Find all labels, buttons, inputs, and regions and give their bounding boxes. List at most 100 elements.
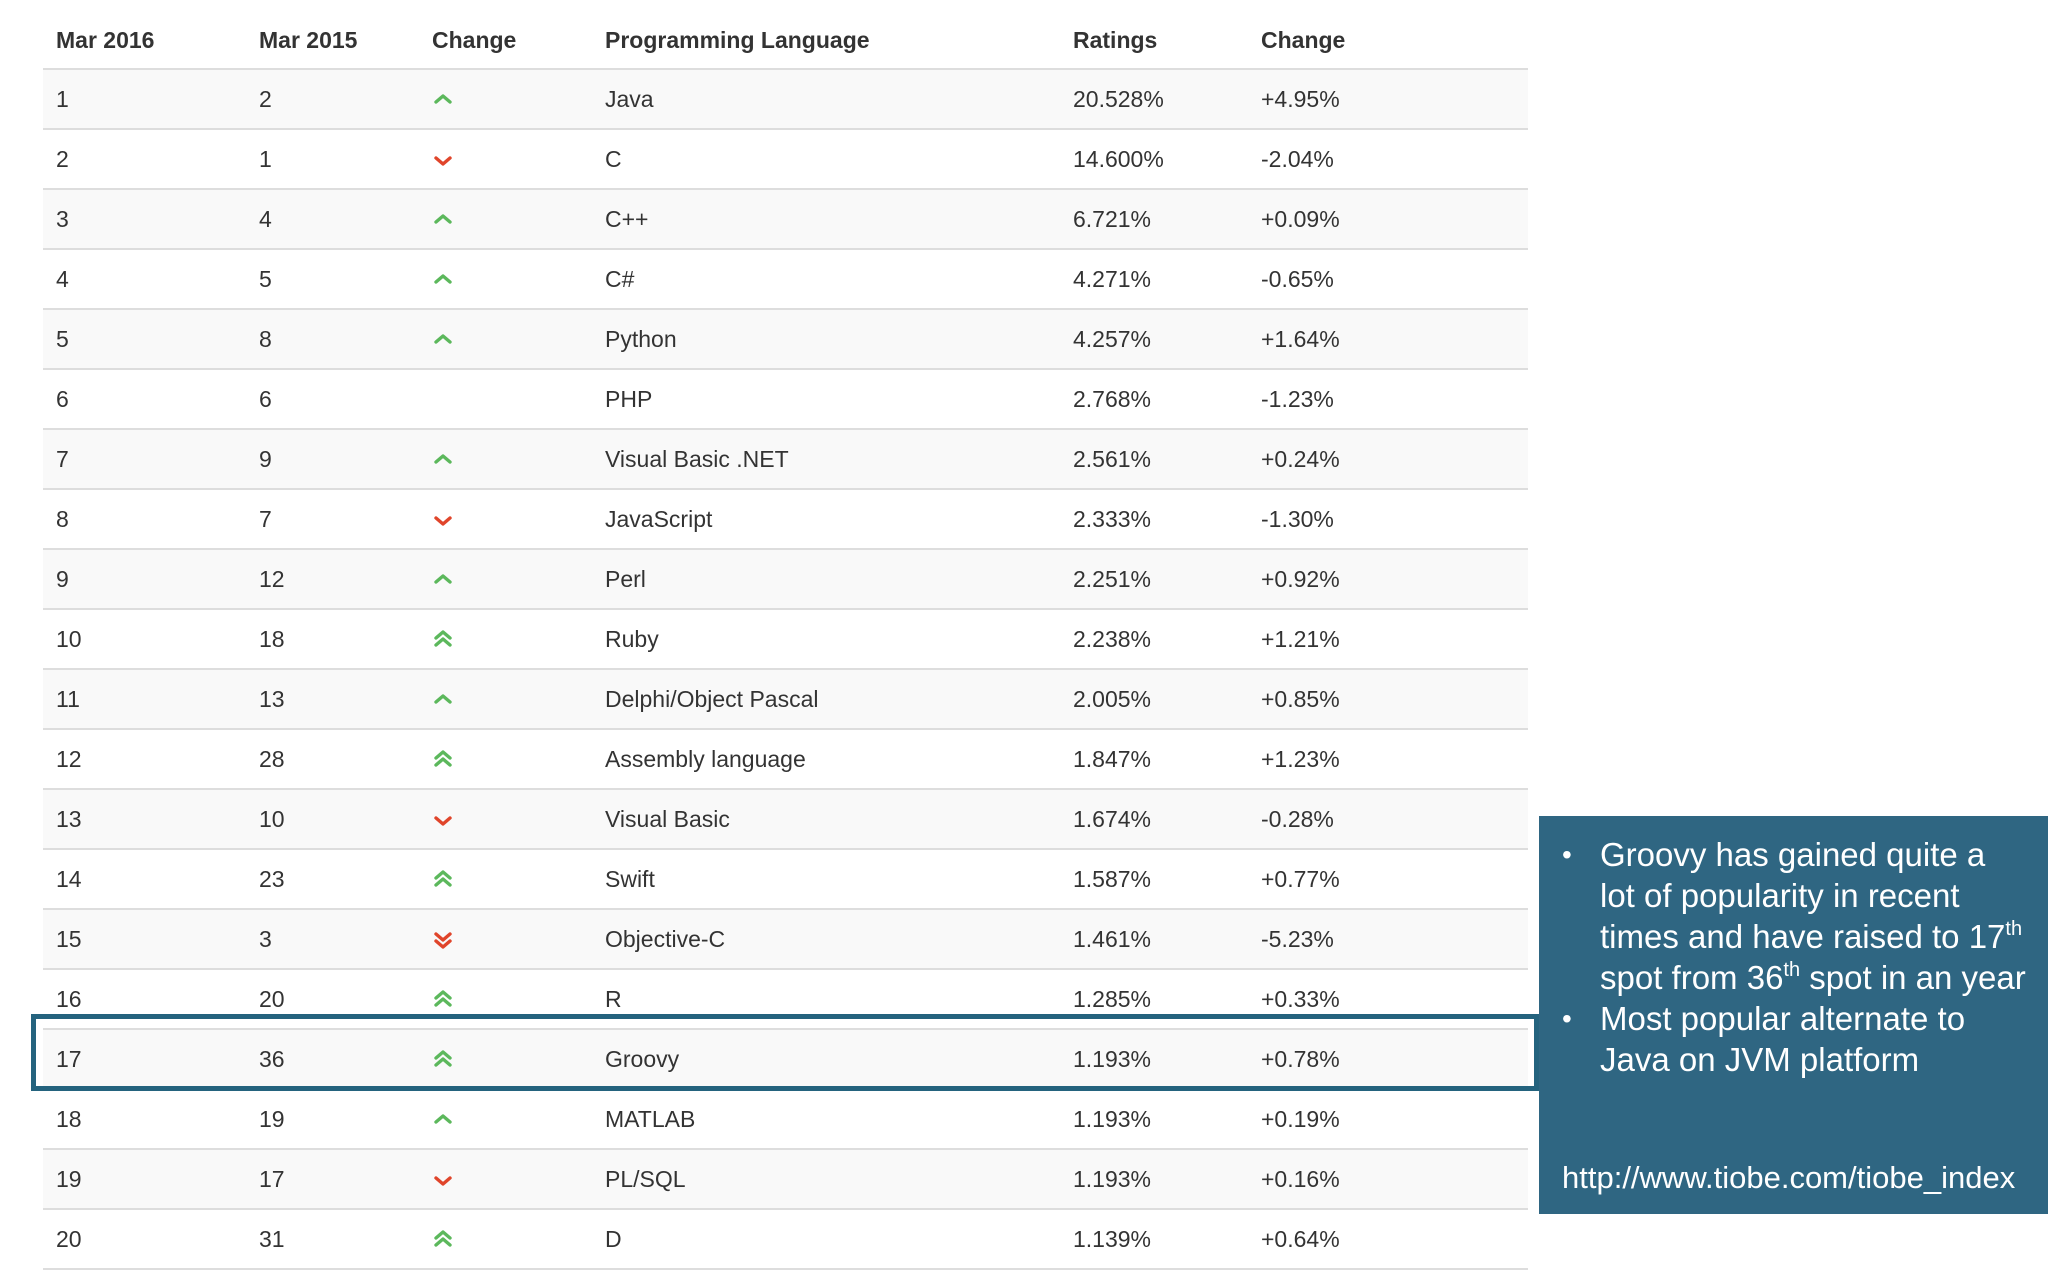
cell-rating-change: +1.64% bbox=[1248, 309, 1528, 370]
cell-rank-2015: 20 bbox=[246, 969, 419, 1030]
cell-language: Swift bbox=[592, 849, 1060, 910]
cell-rating-change: +0.85% bbox=[1248, 669, 1528, 730]
table-header: Mar 2016 Mar 2015 Change Programming Lan… bbox=[43, 12, 1528, 70]
cell-rating: 14.600% bbox=[1060, 129, 1248, 190]
chevron-up-icon bbox=[432, 449, 454, 471]
table-row: 8 7 JavaScript 2.333% -1.30% bbox=[43, 489, 1528, 550]
cell-rank-2016: 6 bbox=[43, 369, 246, 430]
cell-rating-change: -5.23% bbox=[1248, 909, 1528, 970]
cell-language: Ruby bbox=[592, 609, 1060, 670]
ordinal-suffix: th bbox=[2005, 918, 2023, 940]
cell-rating-change: -2.04% bbox=[1248, 129, 1528, 190]
ordinal-suffix: th bbox=[1783, 959, 1801, 981]
cell-rating-change: +0.64% bbox=[1248, 1209, 1528, 1270]
chevron-up-icon bbox=[432, 269, 454, 291]
bullet-text: Groovy has gained quite a lot of popular… bbox=[1600, 836, 2006, 955]
cell-rating-change: +0.33% bbox=[1248, 969, 1528, 1030]
cell-rank-2016: 19 bbox=[43, 1149, 246, 1210]
cell-rank-2016: 13 bbox=[43, 789, 246, 850]
callout-bullet: Groovy has gained quite a lot of popular… bbox=[1562, 834, 2026, 998]
cell-trend bbox=[419, 1029, 592, 1090]
cell-rating-change: +0.77% bbox=[1248, 849, 1528, 910]
header-mar-2016: Mar 2016 bbox=[43, 12, 246, 70]
cell-rank-2015: 19 bbox=[246, 1089, 419, 1150]
cell-trend bbox=[419, 669, 592, 730]
cell-rank-2015: 23 bbox=[246, 849, 419, 910]
cell-language: MATLAB bbox=[592, 1089, 1060, 1150]
cell-rating: 2.251% bbox=[1060, 549, 1248, 610]
cell-rating: 1.285% bbox=[1060, 969, 1248, 1030]
double-chevron-up-icon bbox=[432, 1229, 454, 1251]
cell-language: PL/SQL bbox=[592, 1149, 1060, 1210]
cell-rating-change: +0.24% bbox=[1248, 429, 1528, 490]
cell-rating: 1.587% bbox=[1060, 849, 1248, 910]
table-row: 15 3 Objective-C 1.461% -5.23% bbox=[43, 909, 1528, 970]
cell-rating: 1.461% bbox=[1060, 909, 1248, 970]
cell-language: PHP bbox=[592, 369, 1060, 430]
cell-rank-2016: 14 bbox=[43, 849, 246, 910]
cell-rating-change: +0.78% bbox=[1248, 1029, 1528, 1090]
cell-rank-2016: 7 bbox=[43, 429, 246, 490]
source-url: http://www.tiobe.com/tiobe_index bbox=[1562, 1160, 2016, 1195]
cell-trend bbox=[419, 429, 592, 490]
table-row: 4 5 C# 4.271% -0.65% bbox=[43, 249, 1528, 310]
table-row: 11 13 Delphi/Object Pascal 2.005% +0.85% bbox=[43, 669, 1528, 730]
cell-rating: 1.193% bbox=[1060, 1089, 1248, 1150]
cell-language: C# bbox=[592, 249, 1060, 310]
cell-rating: 1.139% bbox=[1060, 1209, 1248, 1270]
cell-trend bbox=[419, 849, 592, 910]
table-row: 20 31 D 1.139% +0.64% bbox=[43, 1209, 1528, 1270]
header-rating-change: Change bbox=[1248, 12, 1528, 70]
table-row: 6 6 PHP 2.768% -1.23% bbox=[43, 369, 1528, 430]
cell-rating-change: -0.28% bbox=[1248, 789, 1528, 850]
cell-rating: 2.238% bbox=[1060, 609, 1248, 670]
cell-rating-change: -1.30% bbox=[1248, 489, 1528, 550]
cell-language: JavaScript bbox=[592, 489, 1060, 550]
cell-language: Perl bbox=[592, 549, 1060, 610]
chevron-up-icon bbox=[432, 329, 454, 351]
double-chevron-up-icon bbox=[432, 749, 454, 771]
cell-rank-2016: 18 bbox=[43, 1089, 246, 1150]
cell-rank-2015: 28 bbox=[246, 729, 419, 790]
chevron-down-icon bbox=[432, 509, 454, 531]
header-programming-language: Programming Language bbox=[592, 12, 1060, 70]
cell-rating-change: +0.09% bbox=[1248, 189, 1528, 250]
cell-trend bbox=[419, 189, 592, 250]
cell-rating-change: +1.21% bbox=[1248, 609, 1528, 670]
chevron-up-icon bbox=[432, 89, 454, 111]
table-row: 1 2 Java 20.528% +4.95% bbox=[43, 69, 1528, 130]
callout-bullets: Groovy has gained quite a lot of popular… bbox=[1562, 834, 2026, 1080]
cell-trend bbox=[419, 969, 592, 1030]
cell-trend bbox=[419, 729, 592, 790]
cell-rank-2016: 2 bbox=[43, 129, 246, 190]
cell-rank-2016: 12 bbox=[43, 729, 246, 790]
cell-trend bbox=[419, 789, 592, 850]
cell-language: Visual Basic bbox=[592, 789, 1060, 850]
table-row: 2 1 C 14.600% -2.04% bbox=[43, 129, 1528, 190]
cell-language: Python bbox=[592, 309, 1060, 370]
callout-bullet: Most popular alternate to Java on JVM pl… bbox=[1562, 998, 2026, 1080]
cell-rank-2016: 8 bbox=[43, 489, 246, 550]
table-row: 9 12 Perl 2.251% +0.92% bbox=[43, 549, 1528, 610]
cell-rank-2015: 13 bbox=[246, 669, 419, 730]
cell-rating: 2.561% bbox=[1060, 429, 1248, 490]
cell-language: Objective-C bbox=[592, 909, 1060, 970]
cell-rating: 1.847% bbox=[1060, 729, 1248, 790]
double-chevron-up-icon bbox=[432, 869, 454, 891]
double-chevron-up-icon bbox=[432, 629, 454, 651]
table-row-highlighted: 17 36 Groovy 1.193% +0.78% bbox=[43, 1029, 1528, 1090]
cell-trend bbox=[419, 1089, 592, 1150]
cell-rating: 1.193% bbox=[1060, 1029, 1248, 1090]
header-mar-2015: Mar 2015 bbox=[246, 12, 419, 70]
cell-rating-change: +0.16% bbox=[1248, 1149, 1528, 1210]
header-row: Mar 2016 Mar 2015 Change Programming Lan… bbox=[43, 12, 1528, 70]
cell-language: C bbox=[592, 129, 1060, 190]
cell-rating-change: +0.19% bbox=[1248, 1089, 1528, 1150]
cell-language: D bbox=[592, 1209, 1060, 1270]
cell-rank-2015: 17 bbox=[246, 1149, 419, 1210]
cell-rating-change: +4.95% bbox=[1248, 69, 1528, 130]
cell-trend bbox=[419, 549, 592, 610]
chevron-up-icon bbox=[432, 1109, 454, 1131]
cell-trend bbox=[419, 369, 592, 430]
